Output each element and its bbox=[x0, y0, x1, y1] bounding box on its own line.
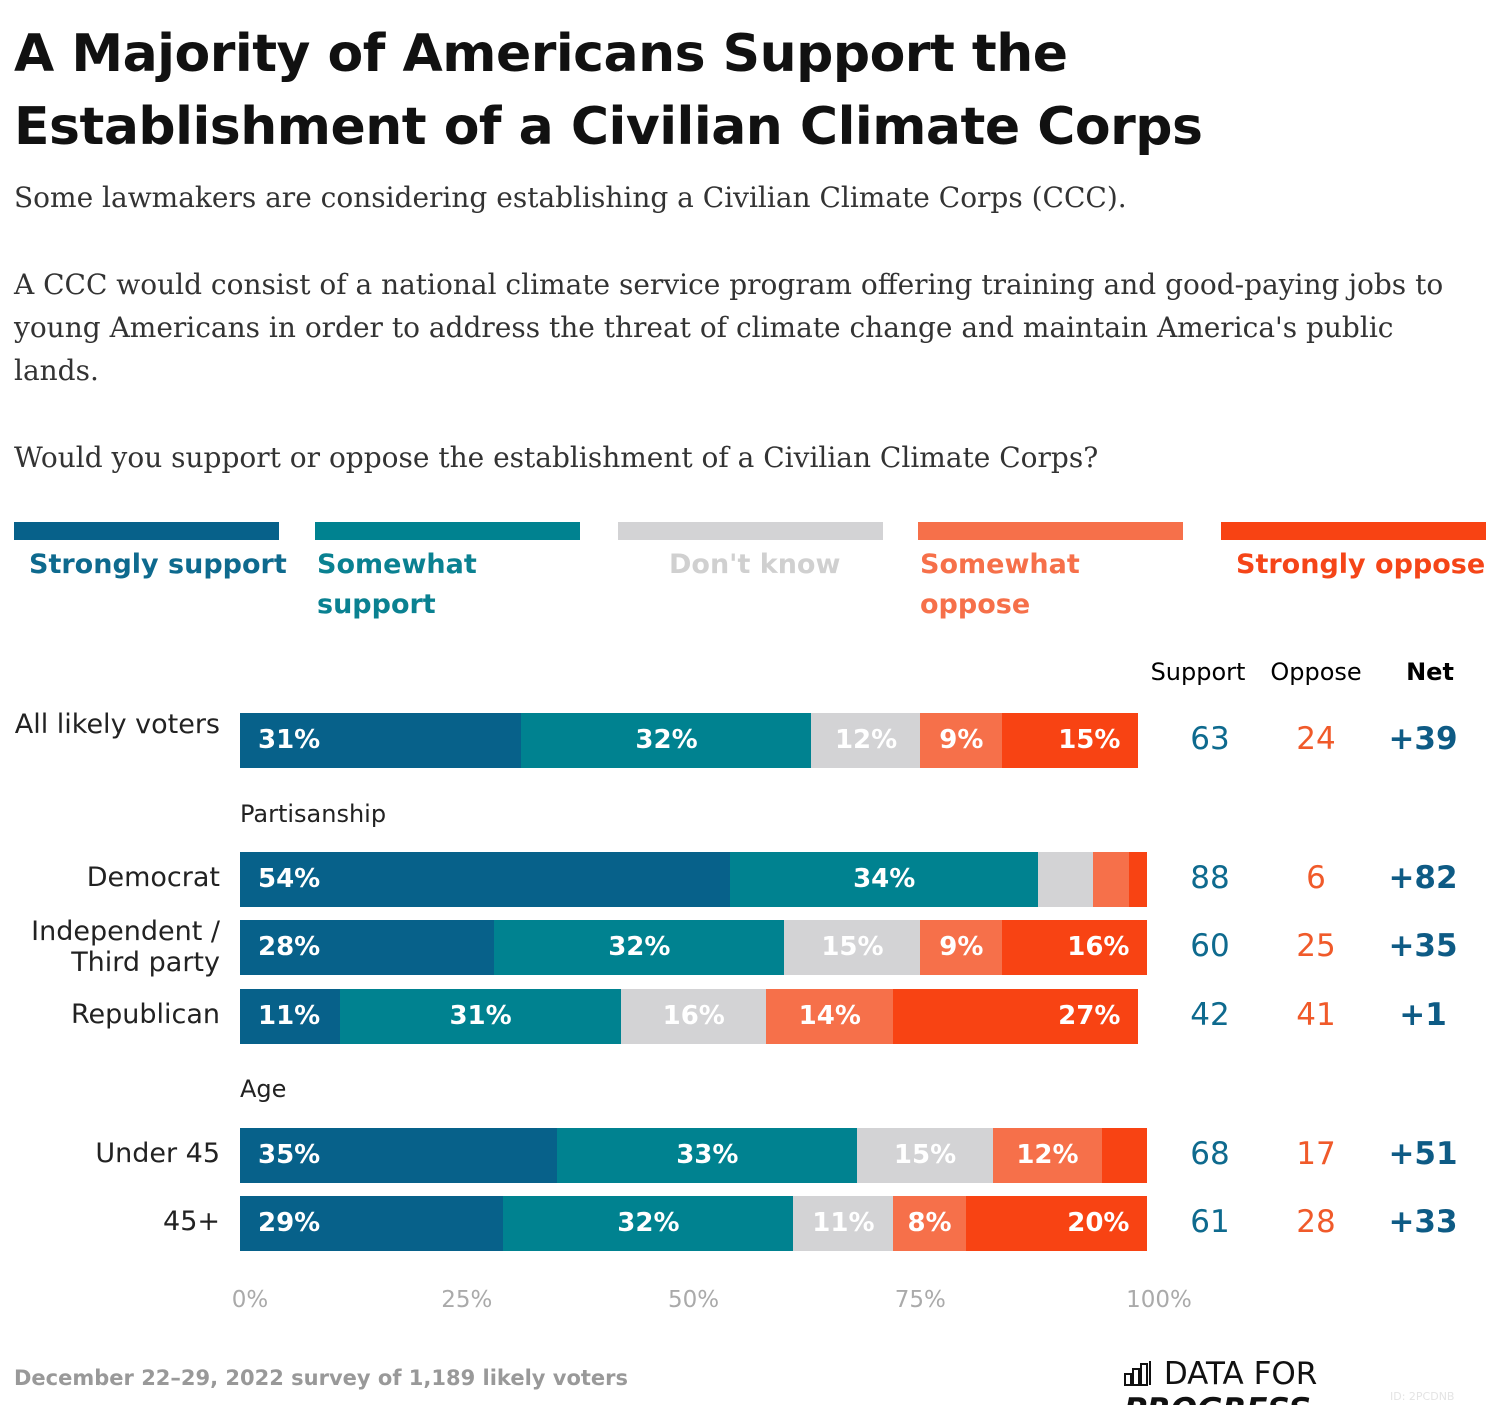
bar-segment-somewhat-oppose: 9% bbox=[920, 920, 1003, 975]
x-tick-label: 75% bbox=[894, 1287, 946, 1313]
bar-segment-strongly-oppose: 20% bbox=[965, 1196, 1148, 1251]
bar-segment-somewhat-support: 33% bbox=[557, 1128, 858, 1183]
question-text: Would you support or oppose the establis… bbox=[14, 441, 1099, 474]
legend-label-4: Strongly oppose bbox=[1236, 549, 1486, 580]
intro-text: Some lawmakers are considering establish… bbox=[14, 181, 1127, 214]
bar-segment-strongly-support: 29% bbox=[240, 1196, 504, 1251]
chart-id: ID: 2PCDNB bbox=[1390, 1390, 1455, 1403]
footer-note: December 22–29, 2022 survey of 1,189 lik… bbox=[14, 1366, 629, 1390]
support-value: 68 bbox=[1190, 1136, 1230, 1172]
support-header: Support bbox=[1150, 658, 1246, 686]
row-label: 45+ bbox=[163, 1206, 220, 1237]
logo-text-bold: PROGRESS bbox=[1124, 1392, 1311, 1405]
bar-segment-don-t-know: 11% bbox=[793, 1196, 894, 1251]
support-value: 61 bbox=[1190, 1204, 1230, 1240]
legend-swatch-2 bbox=[618, 522, 883, 540]
oppose-value: 28 bbox=[1296, 1204, 1336, 1240]
x-tick-label: 50% bbox=[667, 1287, 720, 1313]
bar-segment-strongly-support: 54% bbox=[240, 852, 731, 907]
group-label: Age bbox=[240, 1075, 287, 1103]
bar-segment-somewhat-oppose: 14% bbox=[766, 989, 894, 1044]
bar-segment-strongly-support: 11% bbox=[240, 989, 341, 1044]
net-value: +1 bbox=[1399, 997, 1447, 1033]
row-label: Under 45 bbox=[95, 1138, 220, 1169]
bar-segment-somewhat-oppose: 9% bbox=[920, 713, 1003, 768]
oppose-value: 24 bbox=[1296, 721, 1336, 757]
net-header: Net bbox=[1406, 658, 1454, 686]
net-value: +51 bbox=[1388, 1136, 1458, 1172]
chart-title: A Majority of Americans Support the Esta… bbox=[14, 24, 1203, 157]
legend-swatch-0 bbox=[14, 522, 279, 540]
row-label: Republican bbox=[70, 999, 220, 1030]
bar-segment-somewhat-support: 32% bbox=[493, 920, 785, 975]
oppose-value: 41 bbox=[1296, 997, 1336, 1033]
net-value: +33 bbox=[1388, 1204, 1458, 1240]
row-label: Democrat bbox=[86, 862, 220, 893]
legend-label-0: Strongly support bbox=[29, 549, 287, 580]
bar-chart-logo-icon bbox=[1124, 1361, 1151, 1386]
bar-segment-don-t-know bbox=[1038, 852, 1094, 907]
oppose-value: 6 bbox=[1306, 860, 1326, 896]
legend-label-3: Somewhat oppose bbox=[920, 549, 1080, 620]
legend-swatch-4 bbox=[1221, 522, 1486, 540]
x-tick-label: 0% bbox=[231, 1287, 269, 1313]
legend-swatch-1 bbox=[315, 522, 580, 540]
bar-segment-somewhat-support: 31% bbox=[339, 989, 622, 1044]
net-value: +39 bbox=[1388, 721, 1458, 757]
support-value: 88 bbox=[1190, 860, 1230, 896]
bar-segment-strongly-support: 35% bbox=[240, 1128, 558, 1183]
bar-segment-strongly-oppose bbox=[1101, 1128, 1148, 1183]
legend-swatch-3 bbox=[918, 522, 1183, 540]
bar-segment-strongly-oppose: 15% bbox=[1001, 713, 1139, 768]
oppose-value: 25 bbox=[1296, 928, 1336, 964]
description-text: A CCC would consist of a national climat… bbox=[14, 268, 1444, 387]
bar-segment-somewhat-oppose: 12% bbox=[992, 1128, 1103, 1183]
bar-segment-don-t-know: 16% bbox=[620, 989, 767, 1044]
oppose-value: 17 bbox=[1296, 1136, 1336, 1172]
legend-label-1: Somewhat support bbox=[317, 549, 477, 620]
row-label: All likely voters bbox=[14, 709, 220, 740]
bar-segment-strongly-support: 28% bbox=[240, 920, 495, 975]
bar-segment-don-t-know: 15% bbox=[784, 920, 921, 975]
bar-segment-strongly-oppose: 27% bbox=[893, 989, 1139, 1044]
row-label: Independent / Third party bbox=[31, 916, 220, 978]
bar-segment-somewhat-support: 32% bbox=[503, 1196, 794, 1251]
logo: DATA FOR PROGRESS bbox=[1124, 1356, 1500, 1405]
net-value: +82 bbox=[1388, 860, 1458, 896]
bar-segment-don-t-know: 15% bbox=[856, 1128, 994, 1183]
bar-segment-somewhat-oppose bbox=[1092, 852, 1130, 907]
support-value: 42 bbox=[1190, 997, 1230, 1033]
support-value: 63 bbox=[1190, 721, 1230, 757]
bar-segment-strongly-support: 31% bbox=[240, 713, 522, 768]
group-label: Partisanship bbox=[240, 800, 387, 828]
bar-segment-somewhat-oppose: 8% bbox=[893, 1196, 967, 1251]
support-value: 60 bbox=[1190, 928, 1230, 964]
oppose-header: Oppose bbox=[1270, 658, 1362, 686]
bar-segment-somewhat-support: 32% bbox=[521, 713, 812, 768]
bar-segment-strongly-oppose bbox=[1128, 852, 1148, 907]
logo-text-light: DATA FOR bbox=[1163, 1356, 1318, 1392]
x-tick-label: 25% bbox=[441, 1287, 493, 1313]
x-tick-label: 100% bbox=[1126, 1287, 1192, 1313]
bar-segment-strongly-oppose: 16% bbox=[1001, 920, 1148, 975]
net-value: +35 bbox=[1388, 928, 1458, 964]
bar-segment-somewhat-support: 34% bbox=[729, 852, 1039, 907]
legend-label-2: Don't know bbox=[669, 549, 841, 580]
bar-segment-don-t-know: 12% bbox=[811, 713, 921, 768]
